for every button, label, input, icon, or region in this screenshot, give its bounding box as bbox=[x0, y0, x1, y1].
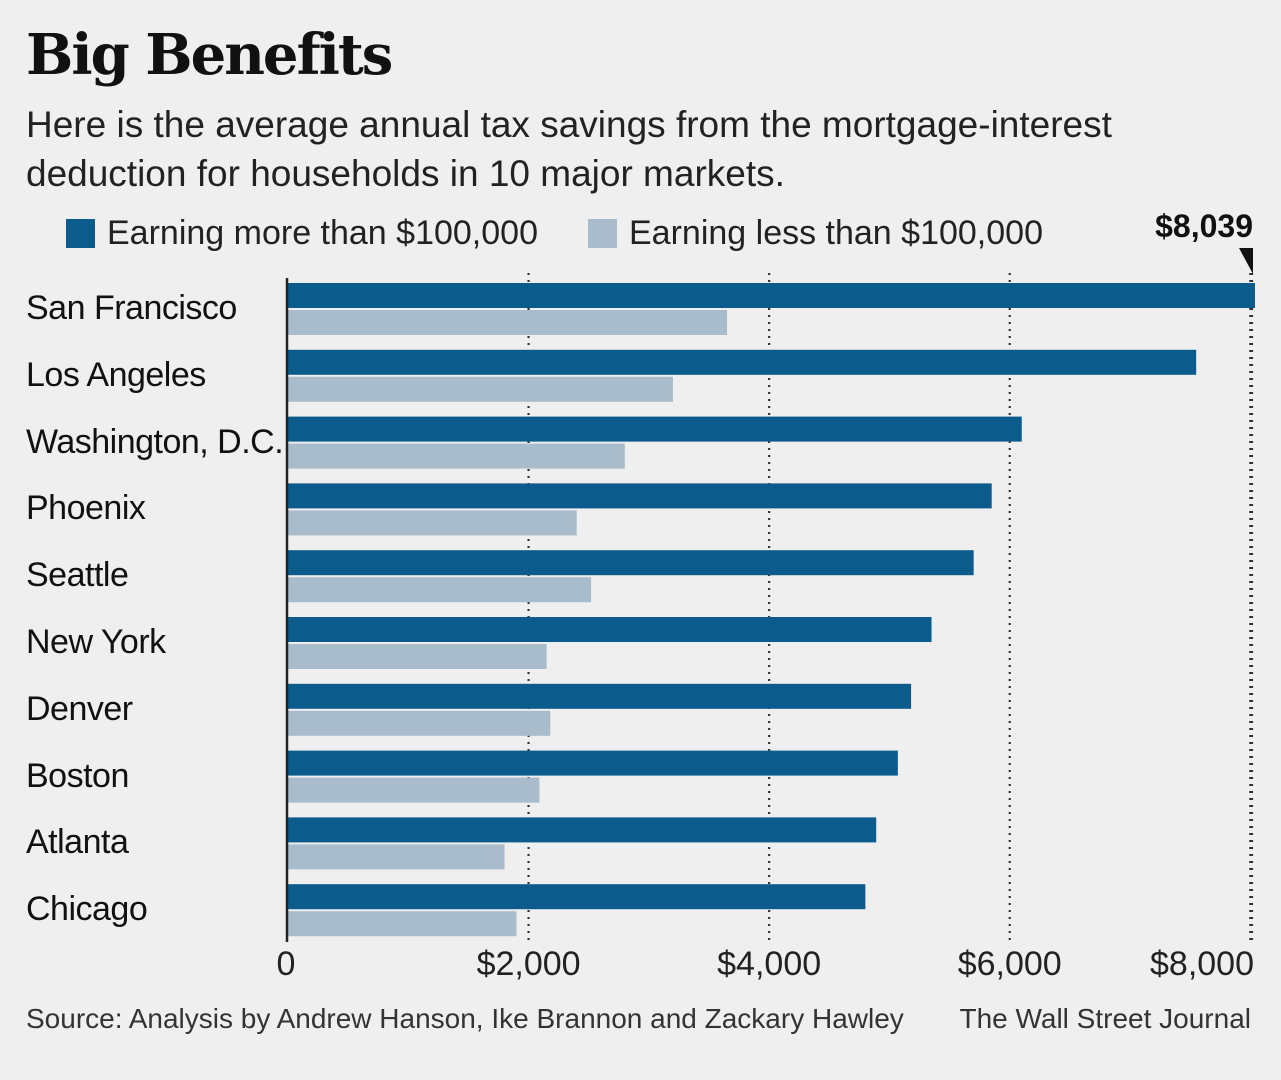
category-label: Los Angeles bbox=[26, 355, 206, 394]
bar-more bbox=[288, 349, 1197, 375]
category-label: Atlanta bbox=[26, 823, 129, 862]
bar-less bbox=[288, 510, 577, 536]
category-label: Washington, D.C. bbox=[26, 422, 284, 461]
source-note: Source: Analysis by Andrew Hanson, Ike B… bbox=[26, 1003, 904, 1034]
x-tick-label: 0 bbox=[277, 945, 296, 983]
category-label: Boston bbox=[26, 756, 129, 795]
bar-more bbox=[288, 550, 974, 576]
bar-more bbox=[288, 750, 898, 776]
category-label: San Francisco bbox=[26, 289, 237, 327]
max-value-annotation: $8,039 bbox=[1155, 208, 1253, 244]
bar-more bbox=[288, 416, 1022, 442]
max-value-marker bbox=[1239, 248, 1253, 274]
legend-item-less: Earning less than $100,000 bbox=[588, 214, 1043, 253]
bar-less bbox=[288, 644, 547, 669]
publisher-credit: The Wall Street Journal bbox=[959, 1003, 1251, 1034]
bar-more bbox=[288, 683, 912, 709]
bar-more bbox=[288, 817, 877, 843]
x-tick-label: $8,000 bbox=[1150, 945, 1254, 983]
category-label: Seattle bbox=[26, 556, 129, 595]
bar-less bbox=[288, 376, 673, 402]
category-label: Denver bbox=[26, 689, 133, 728]
category-label: Phoenix bbox=[26, 489, 146, 528]
bar-more bbox=[288, 617, 932, 642]
bar-more bbox=[288, 283, 1255, 308]
chart-subtitle: Here is the average annual tax savings f… bbox=[26, 104, 1112, 194]
bar-less bbox=[288, 777, 540, 803]
legend-item-more: Earning more than $100,000 bbox=[66, 214, 538, 253]
chart-title: Big Benefits bbox=[26, 22, 393, 88]
category-label: Chicago bbox=[26, 890, 148, 929]
x-tick-label: $6,000 bbox=[958, 945, 1062, 983]
bar-less bbox=[288, 710, 551, 736]
x-tick-label: $2,000 bbox=[477, 945, 581, 983]
bar-more bbox=[288, 884, 866, 910]
bar-more bbox=[288, 483, 992, 509]
legend-label-less: Earning less than $100,000 bbox=[629, 214, 1043, 252]
bar-chart: 0 $2,000 $4,000 $6,000 $8,000 bbox=[277, 273, 1255, 983]
bar-less bbox=[288, 844, 505, 870]
legend-swatch-more bbox=[66, 219, 95, 248]
legend-swatch-less bbox=[588, 219, 617, 248]
category-label: New York bbox=[26, 623, 166, 661]
bar-less bbox=[288, 310, 728, 335]
bar-less bbox=[288, 911, 517, 937]
bar-less bbox=[288, 577, 592, 603]
legend-label-more: Earning more than $100,000 bbox=[107, 214, 538, 252]
bar-less bbox=[288, 443, 625, 469]
x-tick-label: $4,000 bbox=[717, 945, 821, 983]
